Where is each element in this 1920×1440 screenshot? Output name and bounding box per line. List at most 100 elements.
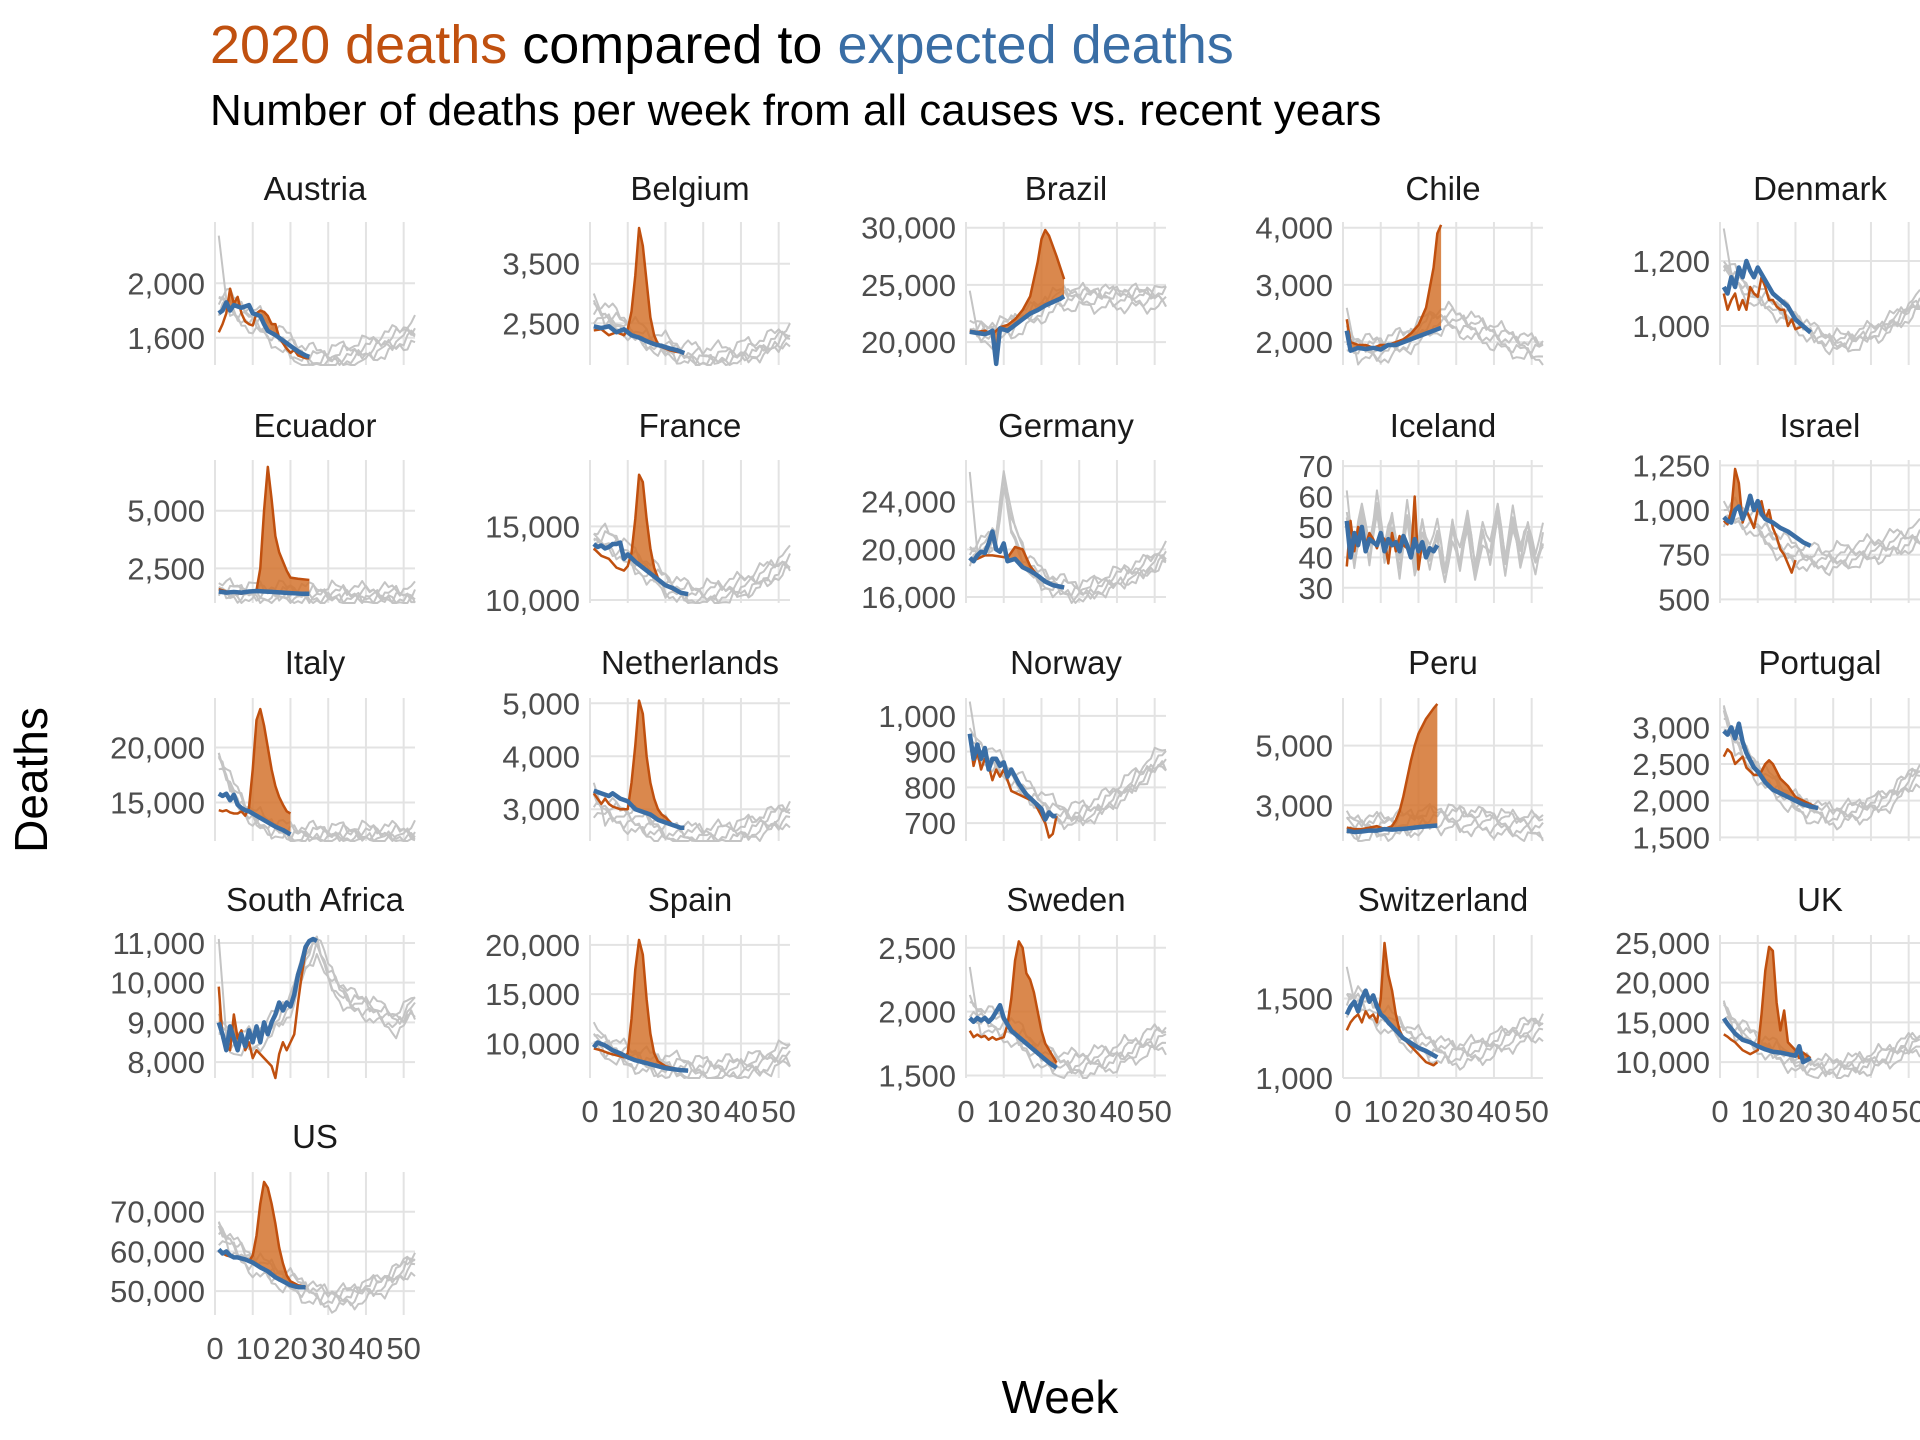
y-tick-label-israel: 1,000 [1632, 493, 1710, 528]
x-tick-label-uk: 40 [1854, 1094, 1888, 1129]
x-tick-label-switzerland: 40 [1477, 1094, 1511, 1129]
deaths-2020-line-switzerland [1345, 941, 1439, 1067]
y-tick-label-france: 15,000 [485, 509, 580, 544]
x-tick-label-switzerland: 30 [1439, 1094, 1473, 1129]
y-tick-label-israel: 750 [1658, 538, 1710, 573]
recent-year-line-switzerland [1345, 997, 1544, 1064]
y-tick-label-uk: 25,000 [1615, 926, 1710, 961]
recent-year-line-sweden [969, 1015, 1167, 1075]
y-tick-label-ecuador: 5,000 [127, 494, 205, 529]
x-tick-label-us: 30 [311, 1331, 345, 1366]
recent-year-line-belgium [592, 313, 791, 366]
chart-subtitle: Number of deaths per week from all cause… [210, 86, 1382, 135]
deaths-2020-line-chile [1345, 224, 1443, 350]
facet-label-ecuador: Ecuador [254, 407, 377, 444]
deaths-2020-line-denmark [1722, 276, 1812, 332]
y-tick-label-chile: 2,000 [1255, 325, 1333, 360]
facet-label-us: US [292, 1118, 338, 1155]
chart-title: 2020 deaths compared to expected deaths [210, 14, 1234, 76]
title-2020-deaths: 2020 deaths [210, 15, 508, 75]
excess-deaths-area-spain [625, 939, 680, 1070]
y-tick-label-iceland: 70 [1299, 449, 1333, 484]
expected-deaths-line-austria [217, 300, 311, 359]
x-tick-label-switzerland: 20 [1401, 1094, 1435, 1129]
title-compared-to: compared to [507, 15, 838, 75]
y-tick-label-switzerland: 1,500 [1255, 982, 1333, 1017]
expected-deaths-line-spain [591, 1040, 689, 1073]
y-tick-label-italy: 15,000 [110, 786, 205, 821]
facet-label-iceland: Iceland [1390, 407, 1496, 444]
y-tick-label-israel: 1,250 [1632, 448, 1710, 483]
recent-year-line-norway [968, 727, 1167, 813]
y-tick-label-netherlands: 5,000 [502, 686, 580, 721]
x-tick-label-uk: 20 [1778, 1094, 1812, 1129]
facet-label-italy: Italy [285, 644, 346, 681]
y-tick-label-netherlands: 3,000 [502, 792, 580, 827]
recent-year-line-switzerland [1345, 966, 1544, 1071]
recent-year-line-israel [1723, 512, 1920, 568]
recent-year-line-chile [1346, 315, 1544, 362]
facet-label-spain: Spain [648, 881, 732, 918]
facet-label-france: France [639, 407, 742, 444]
y-tick-label-portugal: 3,000 [1632, 710, 1710, 745]
expected-deaths-line-italy [217, 791, 292, 837]
y-tick-label-israel: 500 [1658, 582, 1710, 617]
deaths-2020-line-sweden [968, 940, 1058, 1064]
y-tick-label-sweden: 1,500 [878, 1058, 956, 1093]
y-tick-label-us: 50,000 [110, 1274, 205, 1309]
y-tick-label-france: 10,000 [485, 583, 580, 618]
deaths-2020-line-austria [217, 287, 310, 360]
y-tick-label-us: 60,000 [110, 1234, 205, 1269]
recent-year-line-belgium [592, 299, 791, 355]
recent-year-line-italy [217, 755, 416, 842]
recent-year-line-brazil [968, 290, 1167, 350]
expected-deaths-line-norway [967, 733, 1057, 822]
recent-year-line-belgium [593, 302, 791, 363]
y-tick-label-portugal: 2,500 [1632, 747, 1710, 782]
facet-label-brazil: Brazil [1025, 170, 1108, 207]
x-tick-label-us: 50 [386, 1331, 420, 1366]
x-tick-label-spain: 40 [724, 1094, 758, 1129]
x-tick-label-uk: 0 [1711, 1094, 1728, 1129]
y-tick-label-norway: 700 [904, 806, 956, 841]
x-tick-label-spain: 10 [610, 1094, 644, 1129]
x-tick-label-switzerland: 50 [1514, 1094, 1548, 1129]
x-tick-label-sweden: 0 [957, 1094, 974, 1129]
excess-deaths-area-ecuador [249, 466, 310, 594]
recent-year-line-uk [1722, 1000, 1920, 1067]
facet-label-uk: UK [1797, 881, 1843, 918]
y-tick-label-spain: 20,000 [485, 928, 580, 963]
recent-year-line-france [593, 522, 791, 592]
expected-deaths-line-iceland [1344, 520, 1440, 560]
y-tick-label-iceland: 30 [1299, 571, 1333, 606]
expected-deaths-line-france [592, 540, 689, 597]
recent-year-line-uk [1723, 1004, 1920, 1071]
y-tick-label-austria: 2,000 [127, 266, 205, 301]
y-tick-label-austria: 1,600 [127, 321, 205, 356]
y-tick-label-spain: 10,000 [485, 1026, 580, 1061]
recent-year-line-spain [592, 1021, 791, 1067]
recent-year-line-france [593, 533, 791, 604]
excess-deaths-area-italy [248, 709, 291, 835]
y-tick-label-sweden: 2,500 [878, 931, 956, 966]
recent-year-line-denmark [1722, 228, 1920, 356]
expected-deaths-line-south-africa [216, 936, 318, 1053]
expected-deaths-line-portugal [1722, 721, 1819, 811]
y-tick-label-chile: 3,000 [1255, 268, 1333, 303]
recent-year-line-netherlands [592, 808, 791, 842]
y-tick-label-denmark: 1,200 [1632, 244, 1710, 279]
recent-year-line-iceland [1345, 489, 1544, 573]
recent-year-line-spain [593, 1034, 791, 1072]
facet-label-denmark: Denmark [1753, 170, 1887, 207]
y-tick-label-iceland: 60 [1299, 480, 1333, 515]
recent-year-line-ecuador [218, 585, 416, 604]
y-tick-label-denmark: 1,000 [1632, 309, 1710, 344]
y-tick-label-uk: 15,000 [1615, 1005, 1710, 1040]
excess-deaths-area-uk [1758, 946, 1797, 1056]
y-tick-label-switzerland: 1,000 [1255, 1061, 1333, 1096]
expected-deaths-line-netherlands [593, 788, 685, 831]
expected-deaths-line-denmark [1721, 258, 1813, 335]
x-tick-label-us: 0 [206, 1331, 223, 1366]
recent-year-line-ecuador [218, 577, 416, 597]
x-tick-label-sweden: 40 [1100, 1094, 1134, 1129]
